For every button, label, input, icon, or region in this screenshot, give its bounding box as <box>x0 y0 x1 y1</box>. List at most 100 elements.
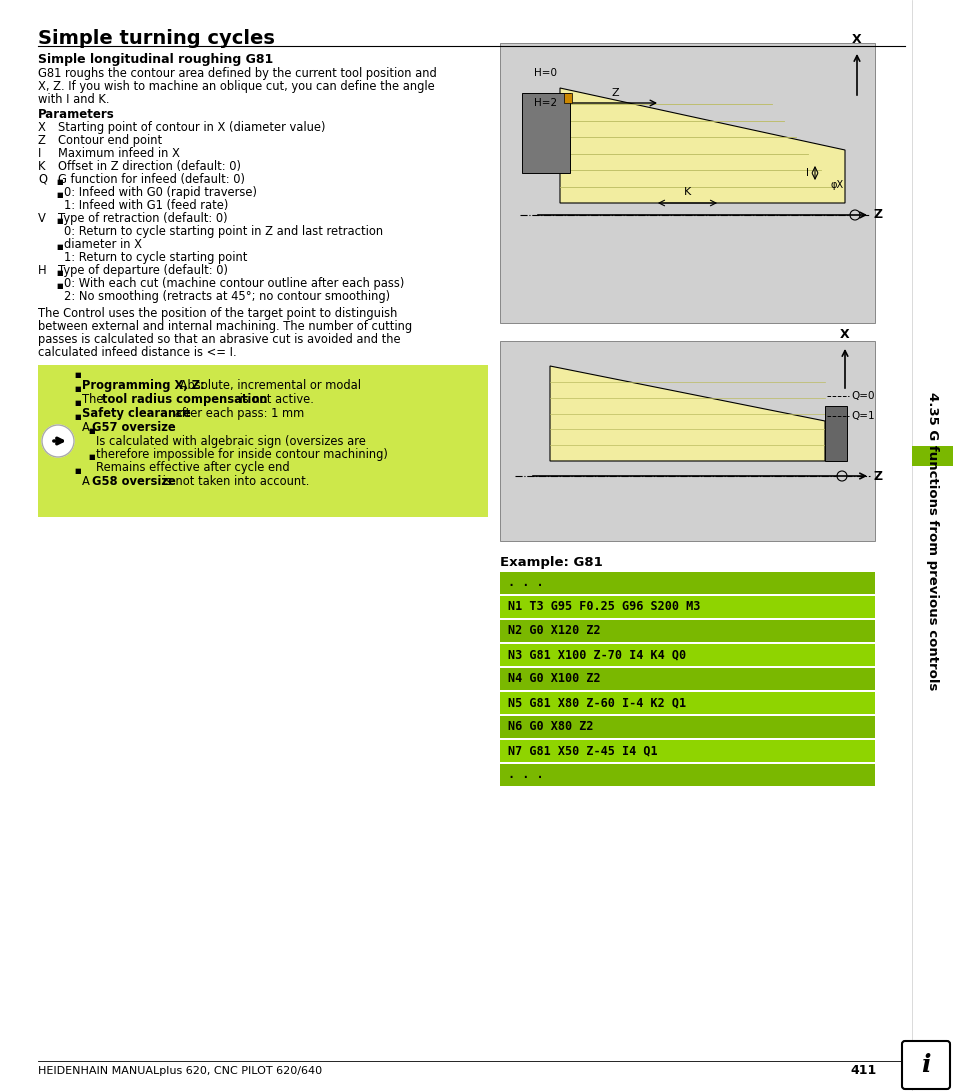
Text: Contour end point: Contour end point <box>58 134 162 147</box>
Bar <box>499 668 874 690</box>
Bar <box>499 764 874 786</box>
Text: X: X <box>840 328 849 341</box>
Bar <box>499 620 874 642</box>
Bar <box>38 365 488 517</box>
Text: X: X <box>851 33 861 46</box>
Text: I: I <box>38 147 41 160</box>
Text: 1: Infeed with G1 (feed rate): 1: Infeed with G1 (feed rate) <box>64 199 228 212</box>
Text: N5 G81 X80 Z-60 I-4 K2 Q1: N5 G81 X80 Z-60 I-4 K2 Q1 <box>507 696 685 709</box>
Text: N4 G0 X100 Z2: N4 G0 X100 Z2 <box>507 672 600 685</box>
Polygon shape <box>559 88 844 203</box>
Text: Starting point of contour in X (diameter value): Starting point of contour in X (diameter… <box>58 121 325 134</box>
Text: tool radius compensation: tool radius compensation <box>102 393 268 406</box>
Bar <box>499 596 874 618</box>
Text: The Control uses the position of the target point to distinguish: The Control uses the position of the tar… <box>38 307 397 320</box>
Text: 2: No smoothing (retracts at 45°; no contour smoothing): 2: No smoothing (retracts at 45°; no con… <box>64 290 390 303</box>
Text: N6 G0 X80 Z2: N6 G0 X80 Z2 <box>507 720 593 733</box>
Text: G function for infeed (default: 0): G function for infeed (default: 0) <box>58 173 245 185</box>
Text: Z: Z <box>873 208 882 221</box>
Text: Simple turning cycles: Simple turning cycles <box>38 29 274 48</box>
Text: G58 oversize: G58 oversize <box>92 475 175 488</box>
Text: diameter in X: diameter in X <box>64 238 142 251</box>
Text: . . .: . . . <box>507 768 543 781</box>
Bar <box>499 43 874 323</box>
Text: N2 G0 X120 Z2: N2 G0 X120 Z2 <box>507 624 600 637</box>
Text: K: K <box>38 160 46 173</box>
Bar <box>499 716 874 738</box>
Text: is not active.: is not active. <box>235 393 314 406</box>
Text: ■: ■ <box>56 269 63 276</box>
Text: Q=0: Q=0 <box>850 391 874 401</box>
FancyBboxPatch shape <box>901 1041 949 1089</box>
Text: G81 roughs the contour area defined by the current tool position and: G81 roughs the contour area defined by t… <box>38 67 436 80</box>
Text: H=2: H=2 <box>534 98 557 108</box>
Text: Q: Q <box>38 173 47 185</box>
Text: between external and internal machining. The number of cutting: between external and internal machining.… <box>38 320 412 333</box>
Text: φX: φX <box>829 180 842 190</box>
Text: N3 G81 X100 Z-70 I4 K4 Q0: N3 G81 X100 Z-70 I4 K4 Q0 <box>507 648 685 661</box>
Text: A: A <box>82 475 93 488</box>
Text: K: K <box>683 187 690 197</box>
Text: passes is calculated so that an abrasive cut is avoided and the: passes is calculated so that an abrasive… <box>38 333 400 346</box>
Text: Absolute, incremental or modal: Absolute, incremental or modal <box>176 379 361 392</box>
Text: ■: ■ <box>74 413 81 420</box>
Text: . . .: . . . <box>507 576 543 589</box>
Text: i: i <box>921 1053 930 1077</box>
Text: The: The <box>82 393 107 406</box>
Text: V: V <box>38 212 46 225</box>
Text: G57 oversize: G57 oversize <box>92 421 175 434</box>
Text: ■: ■ <box>56 179 63 185</box>
Text: ■: ■ <box>56 283 63 289</box>
Text: Z: Z <box>38 134 46 147</box>
Text: Q=1: Q=1 <box>850 411 874 421</box>
Text: Type of departure (default: 0): Type of departure (default: 0) <box>58 264 228 277</box>
Text: N1 T3 G95 F0.25 G96 S200 M3: N1 T3 G95 F0.25 G96 S200 M3 <box>507 600 700 613</box>
Text: 411: 411 <box>849 1065 876 1078</box>
Bar <box>499 572 874 594</box>
Text: therefore impossible for inside contour machining): therefore impossible for inside contour … <box>96 448 388 461</box>
Text: ■: ■ <box>74 400 81 406</box>
Text: X: X <box>38 121 46 134</box>
Text: Remains effective after cycle end: Remains effective after cycle end <box>96 461 290 473</box>
Text: H=0: H=0 <box>534 68 557 77</box>
Text: N7 G81 X50 Z-45 I4 Q1: N7 G81 X50 Z-45 I4 Q1 <box>507 744 657 757</box>
Bar <box>499 644 874 666</box>
Text: ■: ■ <box>56 244 63 250</box>
Bar <box>911 0 953 1091</box>
Text: I: I <box>805 168 808 178</box>
Text: X, Z. If you wish to machine an oblique cut, you can define the angle: X, Z. If you wish to machine an oblique … <box>38 80 435 93</box>
Bar <box>911 446 953 466</box>
Text: Programming X, Z:: Programming X, Z: <box>82 379 204 392</box>
Text: HEIDENHAIN MANUALplus 620, CNC PILOT 620/640: HEIDENHAIN MANUALplus 620, CNC PILOT 620… <box>38 1066 322 1076</box>
Text: ■: ■ <box>88 428 94 434</box>
Text: is not taken into account.: is not taken into account. <box>158 475 309 488</box>
Text: Safety clearance: Safety clearance <box>82 407 191 420</box>
Text: ■: ■ <box>56 192 63 197</box>
Text: 1: Return to cycle starting point: 1: Return to cycle starting point <box>64 251 247 264</box>
Text: 0: Return to cycle starting point in Z and last retraction: 0: Return to cycle starting point in Z a… <box>64 225 383 238</box>
Text: 0: With each cut (machine contour outline after each pass): 0: With each cut (machine contour outlin… <box>64 277 404 290</box>
Text: Simple longitudinal roughing G81: Simple longitudinal roughing G81 <box>38 53 273 65</box>
Text: 4.35 G functions from previous controls: 4.35 G functions from previous controls <box>925 392 939 691</box>
Text: ■: ■ <box>88 454 94 460</box>
Bar <box>521 93 569 173</box>
Text: Is calculated with algebraic sign (oversizes are: Is calculated with algebraic sign (overs… <box>96 435 366 448</box>
Bar <box>824 406 846 461</box>
Bar <box>499 692 874 714</box>
Text: ■: ■ <box>56 218 63 224</box>
Text: 0: Infeed with G0 (rapid traverse): 0: Infeed with G0 (rapid traverse) <box>64 185 256 199</box>
Circle shape <box>836 471 846 481</box>
Text: after each pass: 1 mm: after each pass: 1 mm <box>171 407 304 420</box>
Text: ■: ■ <box>74 372 81 377</box>
Text: Parameters: Parameters <box>38 108 114 121</box>
Text: with I and K.: with I and K. <box>38 93 110 106</box>
Bar <box>499 740 874 762</box>
Text: Offset in Z direction (default: 0): Offset in Z direction (default: 0) <box>58 160 241 173</box>
Text: Type of retraction (default: 0): Type of retraction (default: 0) <box>58 212 228 225</box>
Bar <box>563 93 572 103</box>
Text: A: A <box>82 421 93 434</box>
Circle shape <box>849 209 859 220</box>
Text: Example: G81: Example: G81 <box>499 556 602 570</box>
Circle shape <box>42 425 74 457</box>
Bar <box>499 341 874 541</box>
